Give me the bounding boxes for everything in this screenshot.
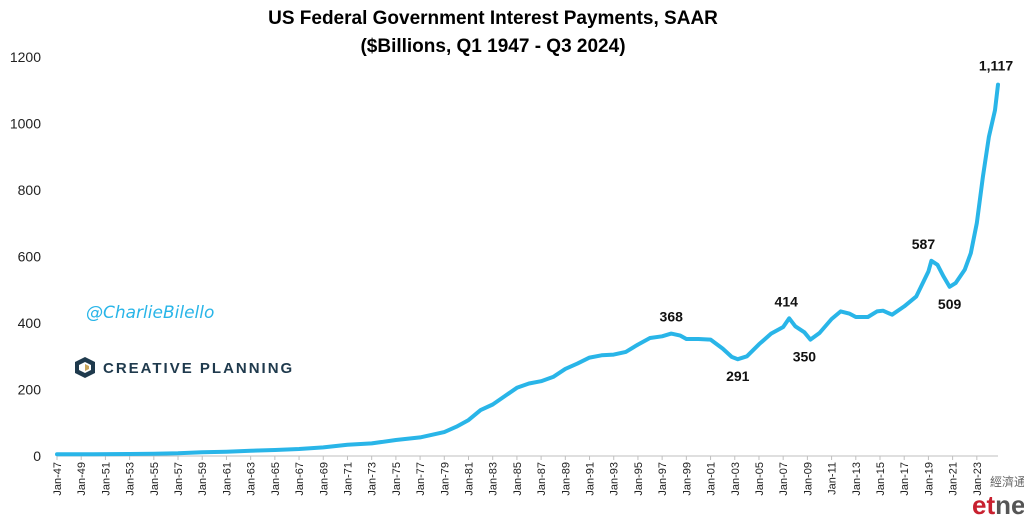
data-label: 414 (775, 293, 799, 309)
x-tick-label: Jan-03 (730, 462, 742, 496)
x-tick-label: Jan-51 (100, 462, 112, 496)
logo-mark-icon (75, 357, 95, 378)
data-label: 1,117 (979, 58, 1013, 74)
x-tick-label: Jan-11 (827, 462, 839, 495)
x-tick-label: Jan-85 (512, 462, 524, 496)
x-tick-label: Jan-65 (270, 462, 282, 496)
x-tick-label: Jan-23 (972, 462, 984, 496)
x-tick-label: Jan-13 (851, 462, 863, 496)
creative-planning-logo: CREATIVE PLANNING (75, 357, 294, 378)
x-tick-label: Jan-19 (923, 462, 935, 496)
twitter-handle: @CharlieBilello (86, 303, 214, 323)
x-tick-label: Jan-01 (706, 462, 718, 496)
x-tick-label: Jan-99 (681, 462, 693, 496)
x-tick-label: Jan-89 (560, 462, 572, 496)
brand-name: CREATIVE PLANNING (103, 360, 294, 377)
data-label: 509 (938, 296, 962, 312)
x-tick-label: Jan-83 (488, 462, 500, 496)
y-tick-label: 1000 (10, 116, 41, 132)
data-label: 587 (912, 236, 936, 252)
y-tick-label: 600 (18, 249, 42, 265)
x-tick-label: Jan-63 (246, 462, 258, 496)
y-tick-label: 0 (33, 448, 41, 464)
x-tick-label: Jan-55 (149, 462, 161, 496)
x-tick-label: Jan-15 (875, 462, 887, 496)
x-tick-label: Jan-77 (415, 462, 427, 496)
y-tick-label: 200 (18, 382, 42, 398)
x-axis: Jan-47 Jan-49 Jan-51 Jan-53 Jan-55 Jan-57 Jan-… (52, 456, 984, 496)
data-label: 350 (793, 349, 817, 365)
etnet-watermark: 經濟通 etnet (972, 474, 1024, 519)
y-tick-label: 400 (18, 315, 42, 331)
x-tick-label: Jan-05 (754, 462, 766, 496)
x-tick-label: Jan-09 (802, 462, 814, 496)
x-tick-label: Jan-71 (342, 462, 354, 496)
data-labels: 368 291 414 350 587 509 1,117 (660, 58, 1014, 385)
y-tick-label: 1200 (10, 49, 41, 65)
x-tick-label: Jan-67 (294, 462, 306, 496)
series-line-interest-payments (55, 82, 1000, 457)
x-tick-label: Jan-61 (221, 462, 233, 496)
x-tick-label: Jan-47 (52, 462, 64, 496)
chart-title: US Federal Government Interest Payments,… (268, 8, 718, 29)
x-tick-label: Jan-17 (899, 462, 911, 496)
watermark-etnet: etnet (972, 490, 1024, 519)
x-tick-label: Jan-93 (609, 462, 621, 496)
x-tick-label: Jan-53 (125, 462, 137, 496)
x-tick-label: Jan-21 (948, 462, 960, 496)
chart-subtitle: ($Billions, Q1 1947 - Q3 2024) (360, 36, 625, 57)
x-tick-label: Jan-57 (173, 462, 185, 496)
watermark-cjk: 經濟通 (990, 474, 1024, 489)
data-label: 368 (660, 309, 684, 325)
x-tick-label: Jan-95 (633, 462, 645, 496)
x-tick-label: Jan-87 (536, 462, 548, 496)
x-tick-label: Jan-79 (439, 462, 451, 496)
x-tick-label: Jan-81 (463, 462, 475, 496)
x-tick-label: Jan-97 (657, 462, 669, 496)
y-tick-label: 800 (18, 182, 42, 198)
x-tick-label: Jan-73 (367, 462, 379, 496)
x-tick-label: Jan-07 (778, 462, 790, 496)
y-axis: 0 200 400 600 800 1000 1200 (10, 49, 41, 464)
x-tick-label: Jan-69 (318, 462, 330, 496)
x-tick-label: Jan-75 (391, 462, 403, 496)
data-label: 291 (726, 368, 750, 384)
x-tick-label: Jan-59 (197, 462, 209, 496)
x-tick-label: Jan-91 (585, 462, 597, 496)
x-tick-label: Jan-49 (76, 462, 88, 496)
